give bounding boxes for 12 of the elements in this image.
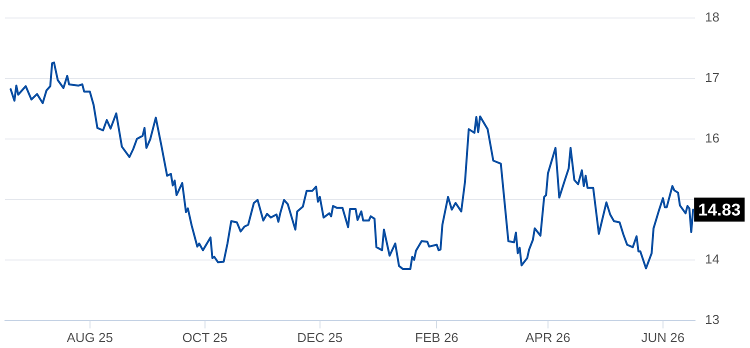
x-tick-label: JUN 26 [641,330,685,345]
annotation: 14.83 [698,200,741,220]
x-tick-label: AUG 25 [66,330,113,345]
x-tick-label: OCT 25 [182,330,228,345]
x-tick-label: DEC 25 [297,330,343,345]
x-tick-label: APR 26 [526,330,570,345]
y-tick-label: 17 [705,70,720,85]
y-tick-label: 18 [705,9,720,24]
x-tick-label: FEB 26 [415,330,458,345]
y-tick-label: 14 [705,251,720,266]
y-tick-label: 13 [705,312,720,327]
y-tick-label: 16 [705,130,720,146]
